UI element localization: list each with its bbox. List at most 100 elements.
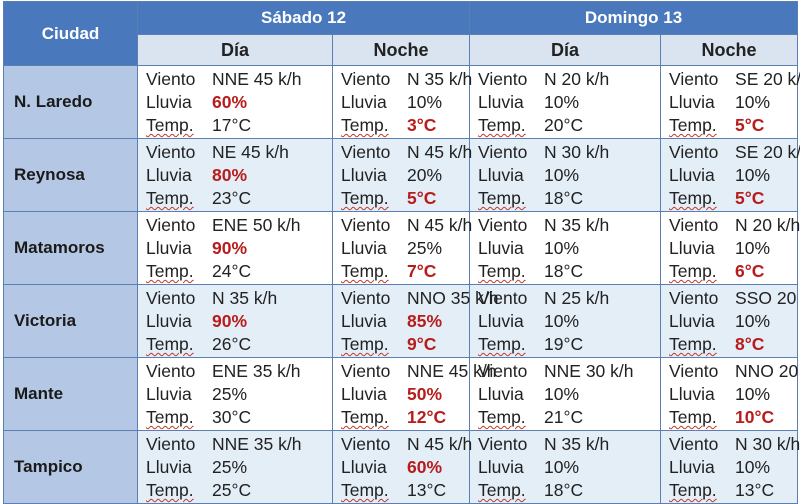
temp-label: Temp. bbox=[341, 334, 389, 354]
day-header-saturday: Sábado 12 bbox=[136, 1, 471, 35]
temp-label: Temp. bbox=[669, 188, 717, 208]
temp-label: Temp. bbox=[669, 407, 717, 427]
wind-line: Viento N 45 k/h bbox=[341, 214, 472, 237]
wind-value: N 45 k/h bbox=[407, 434, 473, 454]
rain-label: Lluvia bbox=[478, 457, 524, 477]
wind-label: Viento bbox=[478, 361, 528, 381]
wind-line: Viento SE 20 k/h bbox=[669, 68, 800, 91]
rain-label: Lluvia bbox=[341, 311, 387, 331]
temp-value: 13°C bbox=[407, 480, 447, 500]
temp-label: Temp. bbox=[341, 115, 389, 135]
rain-label: Lluvia bbox=[146, 457, 192, 477]
temp-value: 7°C bbox=[407, 261, 437, 281]
rain-line: Lluvia 10% bbox=[478, 456, 660, 479]
city-name: Tampico bbox=[3, 430, 138, 504]
rain-value: 80% bbox=[212, 165, 248, 185]
temp-line: Temp. 26°C bbox=[146, 333, 332, 356]
temp-line: Temp. 18°C bbox=[478, 187, 660, 210]
temp-label: Temp. bbox=[478, 115, 526, 135]
city-name: N. Laredo bbox=[3, 65, 138, 139]
forecast-cell-sunday-night: Viento NNO 20 k/h Lluvia 10% Temp. 10°C bbox=[660, 357, 800, 431]
subheader-sunday-day: Día bbox=[469, 34, 662, 66]
city-name: Reynosa bbox=[3, 138, 138, 212]
forecast-cell-sunday-night: Viento N 20 k/h Lluvia 10% Temp. 6°C bbox=[660, 211, 800, 285]
forecast-cell-saturday-night: Viento N 35 k/h Lluvia 10% Temp. 3°C bbox=[331, 65, 472, 139]
rain-line: Lluvia 10% bbox=[478, 164, 660, 187]
wind-label: Viento bbox=[669, 215, 719, 235]
wind-line: Viento N 20 k/h bbox=[478, 68, 660, 91]
table-row: Reynosa Viento NE 45 k/h Lluvia 80% Temp. 23°C… bbox=[3, 138, 800, 212]
rain-label: Lluvia bbox=[669, 384, 715, 404]
rain-line: Lluvia 90% bbox=[146, 310, 332, 333]
temp-label: Temp. bbox=[478, 261, 526, 281]
wind-line: Viento N 35 k/h bbox=[146, 287, 332, 310]
wind-label: Viento bbox=[478, 69, 528, 89]
wind-line: Viento NNE 35 k/h bbox=[146, 433, 332, 456]
wind-label: Viento bbox=[341, 215, 391, 235]
temp-value: 5°C bbox=[407, 188, 437, 208]
forecast-cell-saturday-night: Viento NNE 45 k/h Lluvia 50% Temp. 12°C bbox=[331, 357, 496, 431]
wind-label: Viento bbox=[669, 69, 719, 89]
temp-value: 3°C bbox=[407, 115, 437, 135]
temp-line: Temp. 9°C bbox=[341, 333, 469, 356]
wind-line: Viento N 45 k/h bbox=[341, 141, 472, 164]
rain-line: Lluvia 10% bbox=[478, 237, 660, 260]
table-row: N. Laredo Viento NNE 45 k/h Lluvia 60% Temp. 1… bbox=[3, 65, 800, 139]
rain-value: 10% bbox=[735, 384, 771, 404]
temp-label: Temp. bbox=[146, 480, 194, 500]
forecast-cell-sunday-day: Viento N 35 k/h Lluvia 10% Temp. 18°C bbox=[469, 211, 662, 285]
table-row: Mante Viento ENE 35 k/h Lluvia 25% Temp. 30°C V… bbox=[3, 357, 800, 431]
temp-line: Temp. 6°C bbox=[669, 260, 797, 283]
rain-label: Lluvia bbox=[669, 165, 715, 185]
rain-label: Lluvia bbox=[146, 238, 192, 258]
temp-line: Temp. 3°C bbox=[341, 114, 469, 137]
city-name: Matamoros bbox=[3, 211, 138, 285]
temp-label: Temp. bbox=[146, 407, 194, 427]
wind-label: Viento bbox=[478, 288, 528, 308]
wind-line: Viento N 30 k/h bbox=[669, 433, 800, 456]
forecast-cell-saturday-night: Viento N 45 k/h Lluvia 20% Temp. 5°C bbox=[331, 138, 472, 212]
rain-line: Lluvia 25% bbox=[341, 237, 469, 260]
rain-value: 25% bbox=[407, 238, 443, 258]
rain-label: Lluvia bbox=[341, 165, 387, 185]
wind-label: Viento bbox=[341, 142, 391, 162]
wind-line: Viento N 35 k/h bbox=[341, 68, 472, 91]
table-row: Victoria Viento N 35 k/h Lluvia 90% Temp. 26°C… bbox=[3, 284, 800, 358]
city-name: Victoria bbox=[3, 284, 138, 358]
rain-line: Lluvia 60% bbox=[341, 456, 469, 479]
rain-label: Lluvia bbox=[669, 457, 715, 477]
temp-value: 18°C bbox=[544, 261, 584, 281]
rain-line: Lluvia 10% bbox=[669, 164, 797, 187]
wind-label: Viento bbox=[478, 142, 528, 162]
rain-value: 10% bbox=[544, 457, 580, 477]
wind-label: Viento bbox=[478, 215, 528, 235]
rain-line: Lluvia 20% bbox=[341, 164, 469, 187]
temp-value: 26°C bbox=[212, 334, 252, 354]
temp-line: Temp. 25°C bbox=[146, 479, 332, 502]
wind-line: Viento NNE 30 k/h bbox=[478, 360, 660, 383]
forecast-cell-sunday-day: Viento N 20 k/h Lluvia 10% Temp. 20°C bbox=[469, 65, 662, 139]
rain-value: 10% bbox=[544, 165, 580, 185]
rain-value: 10% bbox=[544, 238, 580, 258]
temp-line: Temp. 13°C bbox=[669, 479, 797, 502]
wind-line: Viento NE 45 k/h bbox=[146, 141, 332, 164]
rain-value: 10% bbox=[735, 457, 771, 477]
rain-line: Lluvia 10% bbox=[669, 237, 797, 260]
temp-label: Temp. bbox=[341, 188, 389, 208]
rain-label: Lluvia bbox=[146, 92, 192, 112]
rain-line: Lluvia 10% bbox=[478, 310, 660, 333]
wind-line: Viento N 45 k/h bbox=[341, 433, 473, 456]
rain-line: Lluvia 25% bbox=[146, 456, 332, 479]
wind-label: Viento bbox=[341, 434, 391, 454]
rain-value: 25% bbox=[212, 457, 248, 477]
rain-label: Lluvia bbox=[478, 165, 524, 185]
wind-line: Viento NNE 45 k/h bbox=[146, 68, 332, 91]
temp-label: Temp. bbox=[341, 407, 389, 427]
temp-label: Temp. bbox=[341, 261, 389, 281]
forecast-cell-sunday-night: Viento SE 20 k/h Lluvia 10% Temp. 5°C bbox=[660, 138, 800, 212]
temp-line: Temp. 20°C bbox=[478, 114, 660, 137]
subheader-sunday-night: Noche bbox=[660, 34, 799, 66]
rain-label: Lluvia bbox=[341, 384, 387, 404]
wind-label: Viento bbox=[146, 288, 196, 308]
temp-label: Temp. bbox=[478, 480, 526, 500]
